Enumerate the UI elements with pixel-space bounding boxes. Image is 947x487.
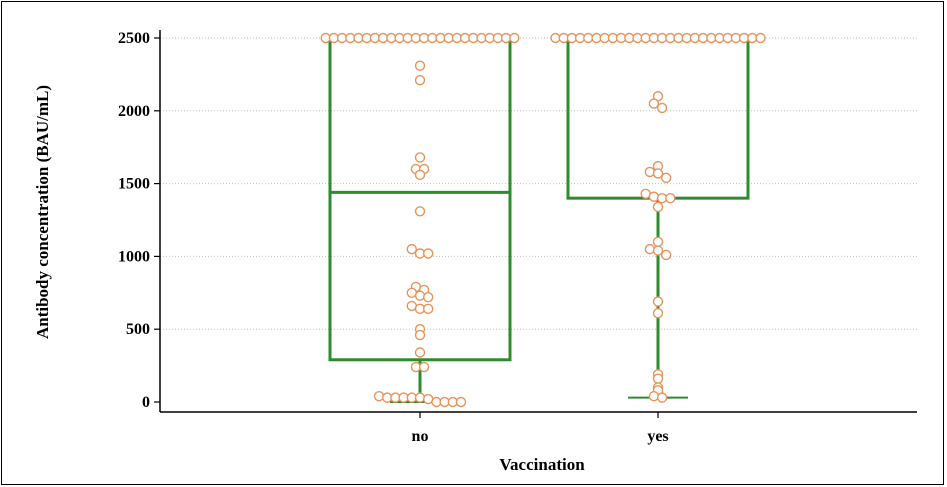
- x-tick-label: no: [412, 428, 429, 445]
- y-tick-label: 0: [142, 394, 150, 411]
- box-group: [328, 36, 750, 403]
- data-point: [414, 152, 426, 163]
- x-axis-title: Vaccination: [499, 455, 585, 474]
- y-tick-label: 2000: [118, 103, 150, 120]
- data-point: [665, 192, 676, 204]
- x-tick-labels: no yes: [412, 428, 669, 445]
- data-point: [661, 249, 672, 261]
- y-tick-labels: 0 500 1000 1500 2000 2500: [118, 30, 150, 411]
- axes: [154, 30, 917, 418]
- data-point: [423, 303, 434, 315]
- data-point: [455, 396, 467, 408]
- data-point: [652, 168, 664, 179]
- data-point: [652, 245, 664, 256]
- data-point: [414, 75, 426, 86]
- data-point: [652, 236, 664, 248]
- data-point: [414, 60, 426, 71]
- data-point: [755, 32, 766, 44]
- data-point: [661, 172, 672, 183]
- point-group: [320, 32, 766, 408]
- y-tick-label: 500: [126, 321, 150, 338]
- data-point: [648, 98, 660, 109]
- data-point: [652, 201, 664, 213]
- data-point: [509, 32, 520, 44]
- y-axis-title: Antibody concentration (BAU/mL): [33, 85, 52, 339]
- data-point: [414, 329, 426, 341]
- y-tick-label: 1000: [118, 248, 150, 265]
- data-point: [656, 392, 668, 403]
- data-point: [648, 191, 660, 202]
- data-point: [648, 390, 660, 402]
- data-point: [423, 291, 434, 303]
- data-point: [656, 102, 668, 114]
- data-point: [423, 248, 434, 259]
- data-point: [652, 296, 664, 307]
- gridlines: [160, 37, 917, 330]
- x-tick-label: yes: [647, 428, 668, 445]
- data-point: [414, 169, 426, 181]
- data-point: [644, 243, 655, 255]
- data-point: [652, 307, 664, 319]
- data-point: [406, 243, 417, 255]
- data-point: [652, 373, 664, 384]
- data-point: [644, 166, 655, 178]
- data-point: [418, 361, 430, 373]
- data-point: [414, 347, 426, 358]
- data-point: [414, 392, 426, 403]
- data-point: [414, 206, 426, 217]
- data-point: [414, 290, 426, 301]
- y-tick-label: 1500: [118, 176, 150, 193]
- y-tick-label: 2500: [118, 30, 150, 47]
- data-point: [373, 390, 385, 402]
